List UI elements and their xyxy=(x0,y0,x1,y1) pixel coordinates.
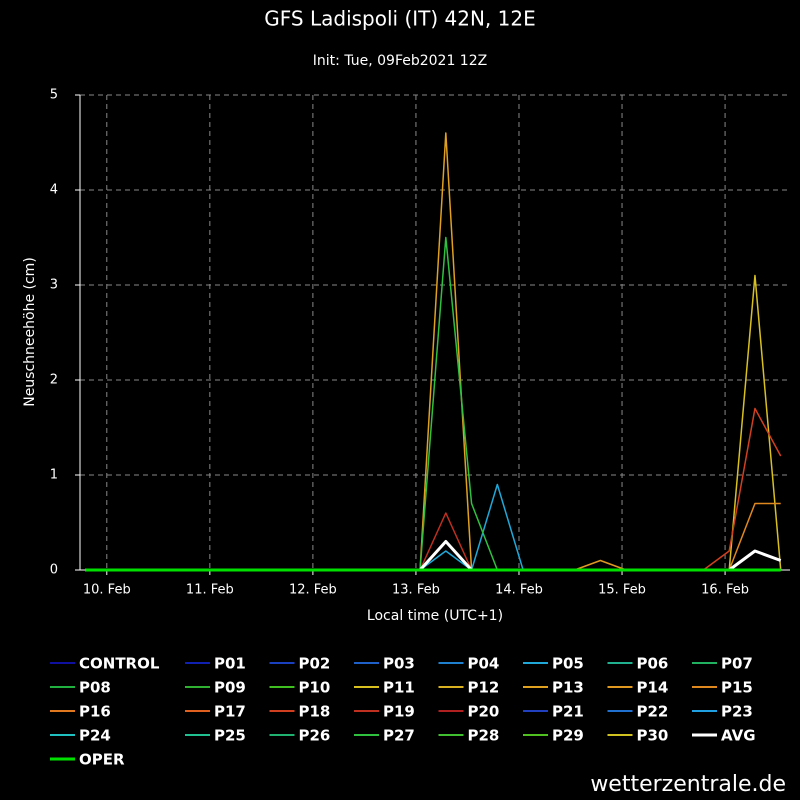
chart-title: GFS Ladispoli (IT) 42N, 12E xyxy=(264,7,535,31)
y-tick-label: 0 xyxy=(50,563,58,578)
legend-label: P25 xyxy=(214,727,246,745)
legend-label: P05 xyxy=(552,655,584,673)
legend-label: P26 xyxy=(299,727,331,745)
legend-label: P08 xyxy=(79,679,111,697)
x-tick-label: 13. Feb xyxy=(392,583,440,598)
legend-label: AVG xyxy=(721,727,756,745)
legend-label: P06 xyxy=(637,655,669,673)
legend-label: P14 xyxy=(637,679,669,697)
watermark: wetterzentrale.de xyxy=(590,772,786,797)
legend-label: P15 xyxy=(721,679,753,697)
legend-label: P24 xyxy=(79,727,111,745)
legend-label: P29 xyxy=(552,727,584,745)
legend-label: P18 xyxy=(299,703,331,721)
legend-label: P03 xyxy=(383,655,415,673)
x-axis-label: Local time (UTC+1) xyxy=(367,608,503,624)
legend-label: P01 xyxy=(214,655,246,673)
legend-label: P19 xyxy=(383,703,415,721)
y-tick-label: 2 xyxy=(50,373,58,388)
legend-label: P09 xyxy=(214,679,246,697)
legend-label: OPER xyxy=(79,751,125,769)
legend-label: P07 xyxy=(721,655,753,673)
y-tick-label: 1 xyxy=(50,468,58,483)
legend-label: P10 xyxy=(299,679,331,697)
y-tick-label: 3 xyxy=(50,278,58,293)
legend-label: P04 xyxy=(468,655,500,673)
legend-label: P21 xyxy=(552,703,584,721)
x-tick-label: 14. Feb xyxy=(495,583,543,598)
legend-label: P28 xyxy=(468,727,500,745)
x-tick-label: 15. Feb xyxy=(598,583,646,598)
legend-label: P16 xyxy=(79,703,111,721)
legend-label: P02 xyxy=(299,655,331,673)
x-tick-label: 16. Feb xyxy=(701,583,749,598)
legend-label: P11 xyxy=(383,679,415,697)
x-tick-label: 11. Feb xyxy=(186,583,234,598)
chart-subtitle: Init: Tue, 09Feb2021 12Z xyxy=(313,53,487,69)
x-tick-label: 10. Feb xyxy=(83,583,131,598)
legend-label: P13 xyxy=(552,679,584,697)
legend-label: P22 xyxy=(637,703,669,721)
y-tick-label: 5 xyxy=(50,88,58,103)
y-axis-label: Neuschneehöhe (cm) xyxy=(22,257,38,407)
y-tick-label: 4 xyxy=(50,183,58,198)
legend-label: P20 xyxy=(468,703,500,721)
legend-label: P17 xyxy=(214,703,246,721)
legend-label: P27 xyxy=(383,727,415,745)
x-tick-label: 12. Feb xyxy=(289,583,337,598)
legend-label: CONTROL xyxy=(79,655,160,673)
legend-label: P30 xyxy=(637,727,669,745)
legend-label: P23 xyxy=(721,703,753,721)
legend-label: P12 xyxy=(468,679,500,697)
